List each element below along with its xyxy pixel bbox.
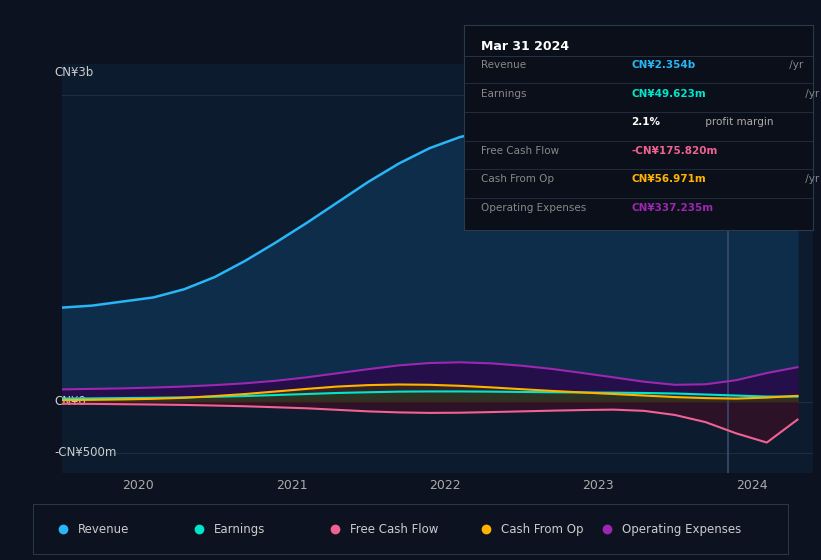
Text: CN¥337.235m: CN¥337.235m (631, 203, 713, 213)
Text: /yr: /yr (802, 174, 819, 184)
Text: CN¥2.354b: CN¥2.354b (631, 60, 695, 70)
Text: -CN¥500m: -CN¥500m (54, 446, 117, 459)
Text: /yr: /yr (786, 60, 803, 70)
Text: CN¥56.971m: CN¥56.971m (631, 174, 706, 184)
Text: CN¥49.623m: CN¥49.623m (631, 88, 706, 99)
Text: Earnings: Earnings (214, 522, 265, 536)
Text: profit margin: profit margin (702, 117, 773, 127)
Text: Earnings: Earnings (481, 88, 527, 99)
Text: Mar 31 2024: Mar 31 2024 (481, 40, 570, 53)
Text: -CN¥175.820m: -CN¥175.820m (631, 146, 718, 156)
Text: /yr: /yr (819, 203, 821, 213)
Text: CN¥3b: CN¥3b (54, 66, 94, 79)
Text: Revenue: Revenue (78, 522, 130, 536)
Text: Operating Expenses: Operating Expenses (622, 522, 741, 536)
Text: Cash From Op: Cash From Op (481, 174, 554, 184)
Text: Revenue: Revenue (481, 60, 526, 70)
Text: Operating Expenses: Operating Expenses (481, 203, 586, 213)
Text: Free Cash Flow: Free Cash Flow (350, 522, 438, 536)
Text: Free Cash Flow: Free Cash Flow (481, 146, 559, 156)
Text: 2.1%: 2.1% (631, 117, 660, 127)
Text: Cash From Op: Cash From Op (501, 522, 584, 536)
Text: CN¥0: CN¥0 (54, 395, 86, 408)
Text: /yr: /yr (802, 88, 819, 99)
